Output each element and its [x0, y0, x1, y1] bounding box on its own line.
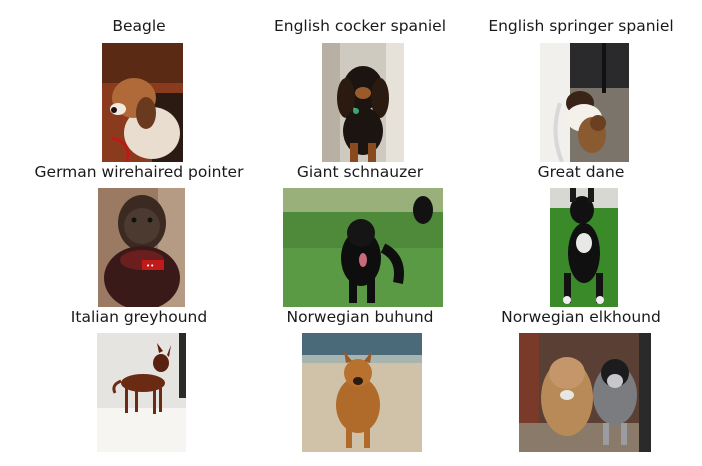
- panel-title-norwegian-elkhound: Norwegian elkhound: [501, 308, 661, 326]
- norwegian-elkhound-photo: [519, 333, 651, 452]
- german-wirehaired-pointer-photo: ••: [98, 188, 185, 307]
- italian-greyhound-photo: [97, 333, 186, 452]
- panel-title-giant-schnauzer: Giant schnauzer: [296, 163, 424, 181]
- beagle-photo: [102, 43, 183, 162]
- norwegian-buhund-photo: [302, 333, 422, 452]
- english-cocker-spaniel-photo: [322, 43, 404, 162]
- panel-title-german-wirehaired-pointer: German wirehaired pointer: [34, 163, 244, 181]
- english-springer-spaniel-photo: [540, 43, 629, 162]
- great-dane-photo: [550, 188, 618, 307]
- panel-title-norwegian-buhund: Norwegian buhund: [286, 308, 434, 326]
- panel-title-italian-greyhound: Italian greyhound: [70, 308, 208, 326]
- panel-title-english-cocker-spaniel: English cocker spaniel: [273, 17, 447, 35]
- panel-title-great-dane: Great dane: [537, 163, 625, 181]
- panel-title-beagle: Beagle: [112, 17, 166, 35]
- svg-text:••: ••: [146, 262, 154, 270]
- panel-title-english-springer-spaniel: English springer spaniel: [488, 17, 674, 35]
- giant-schnauzer-photo: [283, 188, 443, 307]
